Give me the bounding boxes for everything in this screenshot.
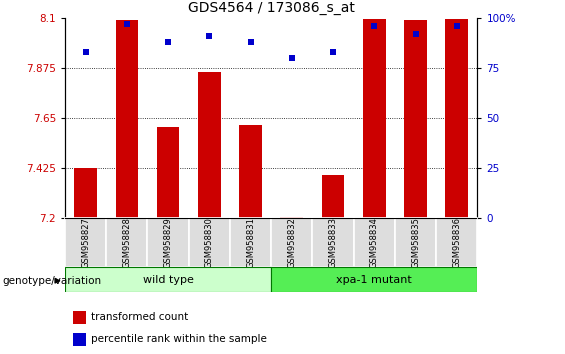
Text: GSM958834: GSM958834	[370, 217, 379, 268]
Bar	[280, 217, 303, 218]
FancyBboxPatch shape	[189, 218, 230, 267]
FancyBboxPatch shape	[395, 218, 436, 267]
Bar	[73, 311, 86, 324]
Bar	[445, 19, 468, 218]
FancyBboxPatch shape	[230, 218, 271, 267]
Bar	[363, 19, 386, 218]
Text: GSM958830: GSM958830	[205, 217, 214, 268]
FancyBboxPatch shape	[354, 218, 395, 267]
Point	[288, 55, 297, 61]
Text: GSM958836: GSM958836	[453, 217, 461, 268]
FancyBboxPatch shape	[271, 267, 477, 292]
Point	[453, 23, 462, 29]
FancyBboxPatch shape	[436, 218, 477, 267]
Point	[411, 31, 420, 36]
Point	[329, 49, 338, 55]
Point	[164, 39, 173, 45]
Title: GDS4564 / 173086_s_at: GDS4564 / 173086_s_at	[188, 1, 355, 15]
FancyBboxPatch shape	[147, 218, 189, 267]
Text: GSM958832: GSM958832	[288, 217, 296, 268]
FancyBboxPatch shape	[65, 267, 271, 292]
Text: transformed count: transformed count	[90, 312, 188, 322]
Point	[370, 23, 379, 29]
Bar	[74, 168, 97, 218]
Text: GSM958831: GSM958831	[246, 217, 255, 268]
Text: GSM958829: GSM958829	[164, 217, 172, 268]
Text: GSM958833: GSM958833	[329, 217, 337, 268]
Bar	[157, 127, 180, 218]
Text: xpa-1 mutant: xpa-1 mutant	[336, 275, 412, 285]
FancyBboxPatch shape	[106, 218, 147, 267]
Bar	[404, 20, 427, 218]
FancyBboxPatch shape	[312, 218, 354, 267]
FancyBboxPatch shape	[271, 218, 312, 267]
Text: GSM958828: GSM958828	[123, 217, 131, 268]
Bar	[115, 20, 138, 218]
Text: genotype/variation: genotype/variation	[3, 276, 102, 286]
Point	[246, 39, 255, 45]
Text: wild type: wild type	[142, 275, 194, 285]
Bar	[198, 72, 221, 218]
Text: GSM958827: GSM958827	[81, 217, 90, 268]
Text: GSM958835: GSM958835	[411, 217, 420, 268]
Bar	[321, 176, 345, 218]
Text: percentile rank within the sample: percentile rank within the sample	[90, 335, 267, 344]
Bar	[239, 125, 262, 218]
Point	[205, 33, 214, 39]
Point	[123, 21, 132, 27]
Bar	[73, 333, 86, 346]
Point	[81, 49, 90, 55]
FancyBboxPatch shape	[65, 218, 106, 267]
